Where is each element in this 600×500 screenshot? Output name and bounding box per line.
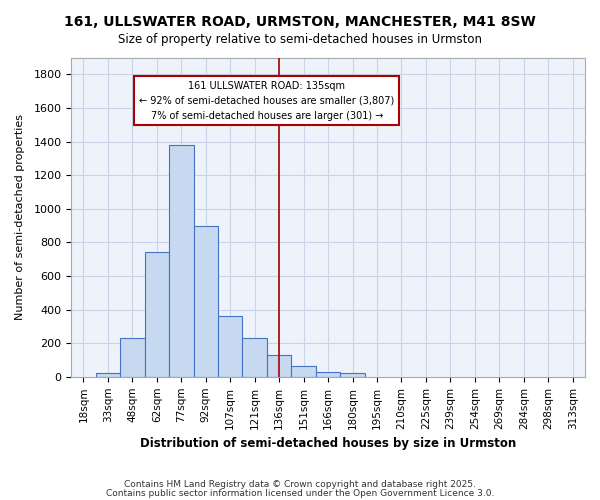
Bar: [95, 374, 120, 377]
Text: 161 ULLSWATER ROAD: 135sqm
← 92% of semi-detached houses are smaller (3,807)
7% : 161 ULLSWATER ROAD: 135sqm ← 92% of semi…: [139, 81, 395, 120]
Bar: [218, 316, 242, 377]
Y-axis label: Number of semi-detached properties: Number of semi-detached properties: [15, 114, 25, 320]
X-axis label: Distribution of semi-detached houses by size in Urmston: Distribution of semi-detached houses by …: [140, 437, 516, 450]
Bar: [292, 366, 316, 377]
Text: Contains public sector information licensed under the Open Government Licence 3.: Contains public sector information licen…: [106, 488, 494, 498]
Text: Contains HM Land Registry data © Crown copyright and database right 2025.: Contains HM Land Registry data © Crown c…: [124, 480, 476, 489]
Bar: [194, 226, 218, 377]
Text: 161, ULLSWATER ROAD, URMSTON, MANCHESTER, M41 8SW: 161, ULLSWATER ROAD, URMSTON, MANCHESTER…: [64, 15, 536, 29]
Bar: [120, 338, 145, 377]
Bar: [169, 145, 194, 377]
Text: Size of property relative to semi-detached houses in Urmston: Size of property relative to semi-detach…: [118, 32, 482, 46]
Bar: [316, 372, 340, 377]
Bar: [267, 355, 292, 377]
Bar: [145, 252, 169, 377]
Bar: [242, 338, 267, 377]
Bar: [340, 372, 365, 377]
